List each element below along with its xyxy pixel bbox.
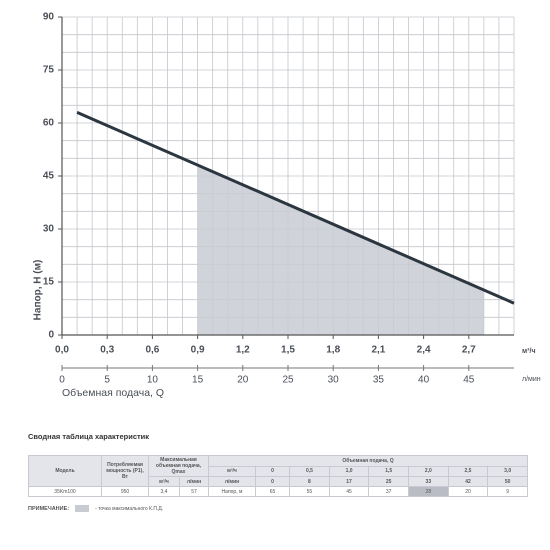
x2-tick-label: 15 bbox=[192, 375, 204, 386]
td: 33 bbox=[408, 476, 449, 487]
note: ПРИМЕЧАНИЕ: - точка максимального К.П.Д. bbox=[28, 505, 528, 512]
y-tick-label: 15 bbox=[43, 277, 55, 288]
th: л/мин bbox=[179, 476, 209, 487]
x-axis-title: Объемная подача, Q bbox=[62, 387, 164, 399]
td: 950 bbox=[101, 486, 149, 497]
x-tick-label: 0,0 bbox=[55, 345, 69, 356]
note-swatch bbox=[75, 505, 90, 512]
td: 1,0 bbox=[328, 465, 370, 477]
th: л/мин bbox=[208, 476, 256, 487]
x2-tick-label: 40 bbox=[418, 375, 430, 386]
td: 42 bbox=[447, 476, 489, 487]
x2-tick-label: 30 bbox=[328, 375, 340, 386]
td: 0 bbox=[254, 476, 291, 487]
td: 25 bbox=[368, 476, 410, 487]
td: 2,0 bbox=[408, 465, 449, 477]
x2-tick-label: 20 bbox=[237, 375, 249, 386]
x-tick-label: 2,7 bbox=[462, 345, 476, 356]
highlight-area bbox=[197, 165, 484, 335]
th: Объемная подача, Q bbox=[208, 455, 528, 467]
td: 50 bbox=[487, 476, 528, 487]
summary-table-block: Сводная таблица характеристик Модель Пот… bbox=[28, 432, 528, 512]
th: Максимальная объемная подача, Qmax bbox=[148, 455, 209, 477]
td: 0 bbox=[254, 465, 291, 477]
td: 55 bbox=[289, 486, 330, 497]
x2-tick-label: 5 bbox=[104, 375, 110, 386]
td: 3,4 bbox=[148, 486, 180, 497]
td: 65 bbox=[254, 486, 291, 497]
x2-tick-label: 45 bbox=[463, 375, 475, 386]
x-tick-label: 2,4 bbox=[417, 345, 431, 356]
x-tick-label: 2,1 bbox=[371, 345, 385, 356]
th: м³/ч bbox=[148, 476, 180, 487]
td: 9 bbox=[487, 486, 528, 497]
y-tick-label: 90 bbox=[43, 12, 55, 23]
td: 57 bbox=[179, 486, 209, 497]
curve bbox=[76, 111, 515, 305]
x-unit: м³/ч bbox=[522, 348, 536, 355]
note-label: ПРИМЕЧАНИЕ: bbox=[28, 505, 70, 512]
table-title: Сводная таблица характеристик bbox=[28, 432, 150, 441]
td: 3,0 bbox=[487, 465, 528, 477]
y-tick-label: 30 bbox=[43, 224, 55, 235]
th: Потребляемая мощность (P1), Вт bbox=[101, 455, 149, 487]
td: 28 bbox=[408, 486, 449, 497]
x-tick-label: 1,2 bbox=[236, 345, 250, 356]
x2-tick-label: 0 bbox=[59, 375, 65, 386]
x2-tick-label: 35 bbox=[373, 375, 385, 386]
td: 35Km100 bbox=[28, 486, 102, 497]
x-tick-label: 1,8 bbox=[326, 345, 340, 356]
y-tick-label: 60 bbox=[43, 118, 55, 129]
td: 2,5 bbox=[447, 465, 489, 477]
td: 1,5 bbox=[368, 465, 410, 477]
note-text: - точка максимального К.П.Д. bbox=[95, 505, 164, 512]
x2-unit: л/мин bbox=[522, 376, 541, 383]
td: 8 bbox=[289, 476, 330, 487]
td: 20 bbox=[447, 486, 489, 497]
x2-tick-label: 10 bbox=[147, 375, 159, 386]
y-tick-label: 0 bbox=[48, 330, 54, 341]
x-tick-label: 0,3 bbox=[100, 345, 114, 356]
x-tick-label: 0,6 bbox=[145, 345, 159, 356]
x-tick-label: 1,5 bbox=[281, 345, 295, 356]
td: Напор, м bbox=[208, 486, 256, 497]
chart: Напор, H (м) Объемная подача, Q м³/ч л/м… bbox=[33, 12, 541, 399]
td: 45 bbox=[328, 486, 370, 497]
y-tick-label: 45 bbox=[43, 171, 55, 182]
x-tick-label: 0,9 bbox=[191, 345, 205, 356]
td: 17 bbox=[328, 476, 370, 487]
th: Модель bbox=[28, 455, 102, 487]
th: м³/ч bbox=[208, 465, 256, 477]
td: 37 bbox=[368, 486, 410, 497]
table: Модель Потребляемая мощность (P1), Вт Ма… bbox=[28, 455, 528, 497]
x2-tick-label: 25 bbox=[282, 375, 294, 386]
y-axis-title: Напор, H (м) bbox=[33, 260, 44, 321]
td: 0,5 bbox=[289, 465, 330, 477]
y-tick-label: 75 bbox=[43, 65, 55, 76]
